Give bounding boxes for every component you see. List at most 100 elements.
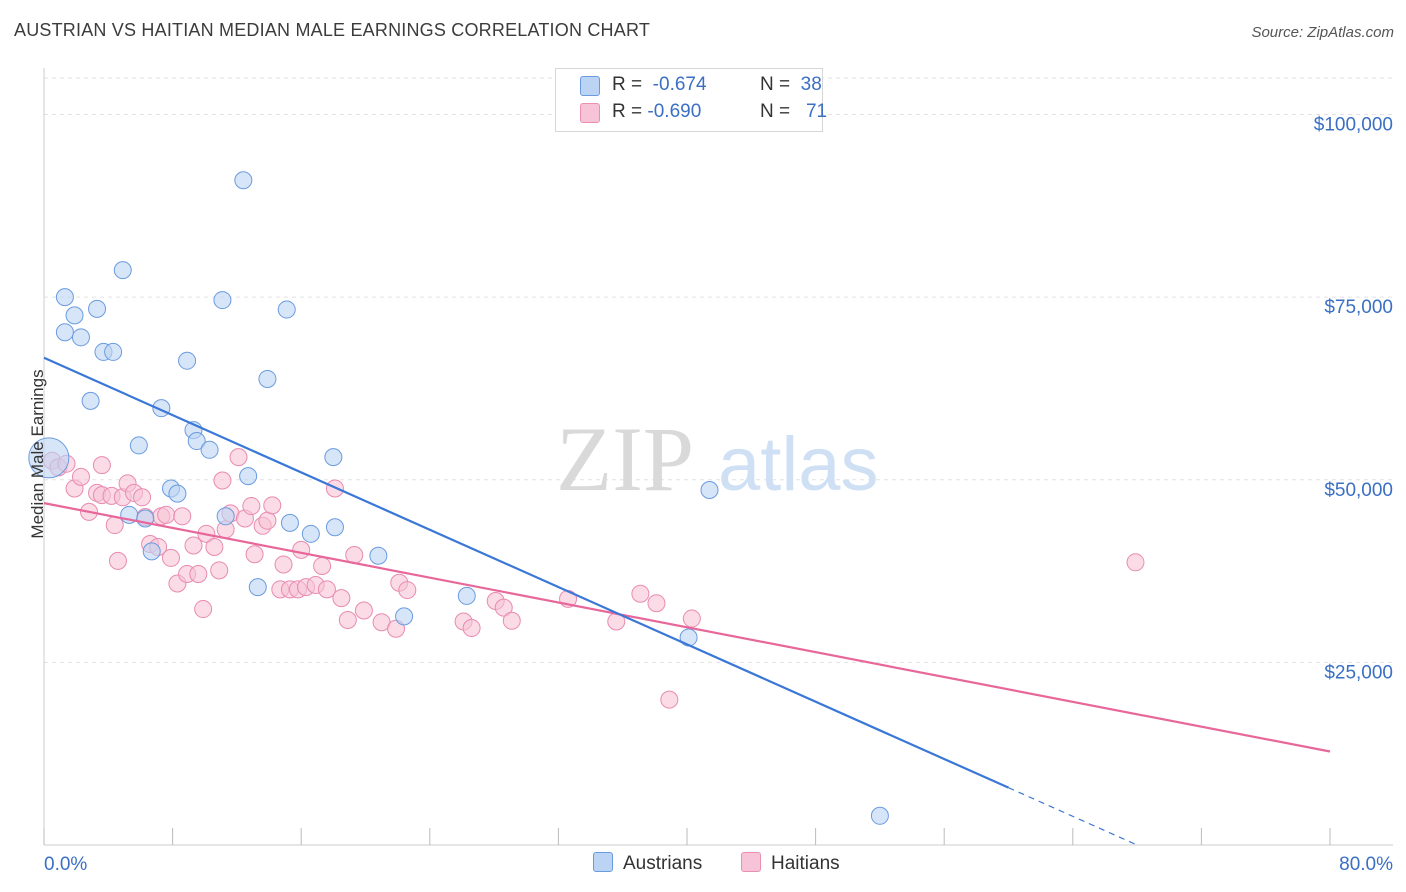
austrians-point [28,437,70,479]
haitians-point [292,540,311,559]
haitians-point [210,561,229,580]
austrians-point [324,448,343,467]
austrians-point [55,323,74,342]
bottom-legend-austrians: Austrians [593,852,702,875]
austrians-point [81,391,100,410]
austrians-point [216,507,235,526]
chart-title: AUSTRIAN VS HAITIAN MEDIAN MALE EARNINGS… [14,20,651,40]
haitians-point [92,456,111,475]
austrians-swatch [580,76,600,96]
haitians-n: N = 71 [760,101,828,122]
haitians-point [398,581,417,600]
haitians-point [313,556,332,575]
austrians-point [457,586,476,605]
austrians-point [88,299,107,318]
haitians-point [1126,553,1145,572]
austrians-point [168,484,187,503]
austrians-point [870,806,889,825]
haitians-point [274,555,293,574]
y-tick-label: $25,000 [1324,662,1393,683]
haitians-point [189,564,208,583]
austrians-point [200,440,219,459]
austrians-point [234,171,253,190]
haitians-point [242,497,261,516]
austrians-point [129,436,148,455]
austrians-point [280,513,299,532]
haitians-point [317,580,336,599]
bottom-legend-haitians: Haitians [741,852,840,875]
haitians-point [502,611,521,630]
haitians-point [245,545,264,564]
austrians-n: N = 38 [760,74,822,95]
haitians-point [205,537,224,556]
haitians-trend-line [43,502,1331,753]
austrians-point [325,518,344,537]
haitians-point [354,601,373,620]
haitians-point [647,594,666,613]
austrians-n-value: 38 [800,74,822,95]
austrians-point [248,578,267,597]
haitians-point [660,690,679,709]
bottom-austrians-label: Austrians [623,853,703,874]
austrians-point [395,607,414,626]
haitians-point [105,516,124,535]
austrians-trend-line [43,356,1009,789]
austrians-point [65,306,84,325]
y-axis-label: Median Male Earnings [28,369,47,539]
y-tick-label: $100,000 [1314,115,1393,136]
haitians-point [108,551,127,570]
haitians-point [682,609,701,628]
gridlines [44,77,1393,663]
austrians-point [142,542,161,561]
haitians-point [462,619,481,638]
haitians-n-value: 71 [805,101,828,122]
axes [43,68,1393,846]
bottom-austrians-swatch [593,852,613,872]
austrians-point [55,288,74,307]
haitians-point [194,600,213,619]
austrians-point [104,342,123,361]
austrians-point [369,546,388,565]
watermark-atlas: atlas [718,422,879,507]
haitians-swatch [580,103,600,123]
haitians-point [229,448,248,467]
haitians-point [338,611,357,630]
bottom-haitians-label: Haitians [771,853,840,874]
source-label: Source: ZipAtlas.com [1251,24,1394,41]
austrians-point [113,261,132,280]
haitians-point [71,467,90,486]
haitians-point [161,548,180,567]
bottom-haitians-swatch [741,852,761,872]
austrians-point [213,291,232,310]
austrians-point [258,369,277,388]
stats-legend: R = -0.674 N = 38 R = -0.690 N = 71 [555,68,827,132]
haitians-point [332,589,351,608]
haitians-point [184,536,203,555]
watermark-zip: ZIP [556,408,694,510]
austrians-point [71,328,90,347]
austrians-point [277,300,296,319]
haitians-r-value: -0.690 [647,101,702,122]
austrians-r: R = -0.674 [612,74,707,95]
austrians-point [700,480,719,499]
haitians-point [213,471,232,490]
haitians-point [173,507,192,526]
austrians-points [28,171,889,825]
austrians-point [301,524,320,543]
austrians-point [239,467,258,486]
haitians-point [631,584,650,603]
haitians-r: R = -0.690 [612,101,702,122]
haitians-point [494,598,513,617]
austrians-r-value: -0.674 [652,74,707,95]
y-tick-label: $50,000 [1324,480,1393,501]
y-tick-label: $75,000 [1324,297,1393,318]
austrians-point [187,432,206,451]
haitians-point [157,505,176,524]
x-tick-label-right: 80.0% [1339,854,1393,875]
haitians-point [263,496,282,515]
x-tick-label-left: 0.0% [44,854,87,875]
tick-labels: $25,000 $50,000 $75,000 $100,000 0.0% 80.0% [44,115,1393,875]
haitians-point [133,488,152,507]
watermark: ZIP atlas [556,408,879,510]
